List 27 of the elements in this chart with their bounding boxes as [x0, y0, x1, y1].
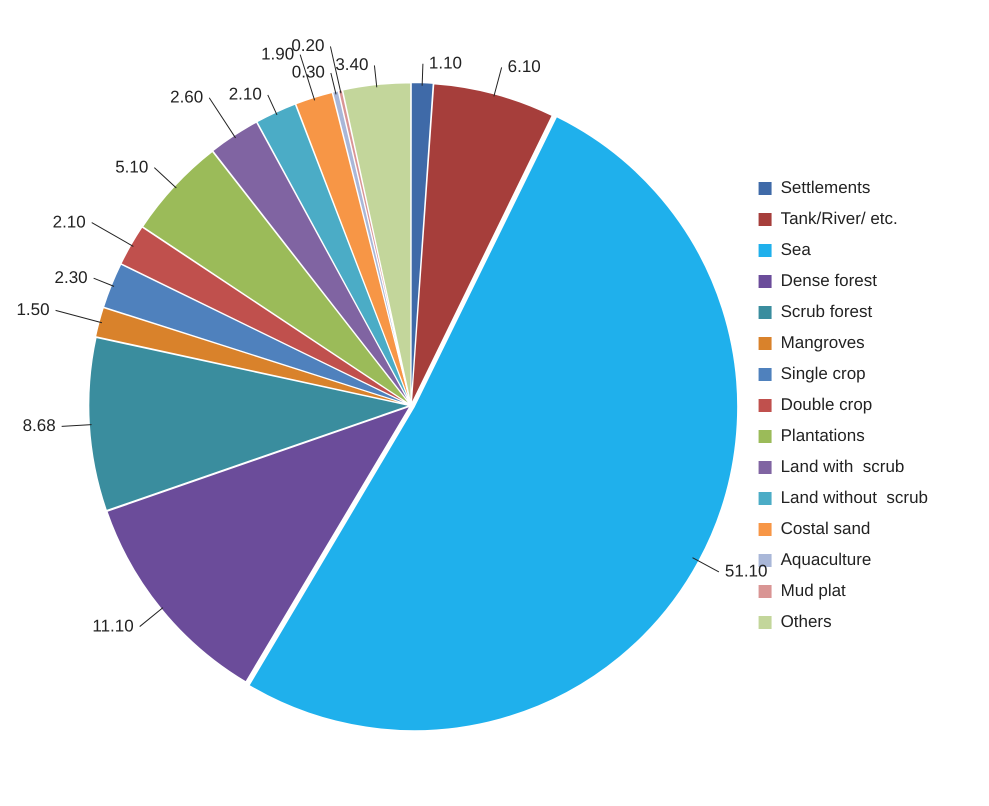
- data-label: 1.50: [16, 300, 50, 320]
- legend-label: Land without scrub: [780, 488, 928, 508]
- data-label: 2.30: [54, 268, 88, 287]
- legend-label: Single crop: [780, 364, 866, 384]
- legend-label: Scrub forest: [780, 302, 873, 322]
- legend-label: Tank/River/ etc.: [780, 209, 898, 228]
- data-label: 2.10: [52, 212, 86, 232]
- legend-label: Mangroves: [780, 333, 865, 352]
- legend-label: Double crop: [780, 395, 872, 414]
- data-label: 2.10: [228, 84, 262, 104]
- data-label: 11.10: [92, 616, 134, 636]
- legend-label: Dense forest: [780, 271, 878, 290]
- legend-label: Settlements: [780, 178, 870, 198]
- data-label: 51.10: [724, 562, 768, 581]
- data-label: 3.40: [335, 55, 368, 74]
- legend-label: Aquaculture: [780, 550, 872, 570]
- data-label: 2.60: [170, 87, 204, 106]
- legend-label: Costal sand: [780, 519, 870, 538]
- data-label: 5.10: [115, 157, 148, 176]
- data-label: 8.68: [22, 416, 56, 436]
- legend-label: Others: [780, 612, 832, 632]
- legend-label: Land with scrub: [780, 457, 904, 476]
- data-label: 1.10: [428, 53, 462, 72]
- legend-label: Plantations: [780, 426, 865, 446]
- legend-label: Sea: [780, 240, 812, 260]
- data-label: 6.10: [508, 57, 541, 76]
- legend-label: Mud plat: [780, 581, 846, 600]
